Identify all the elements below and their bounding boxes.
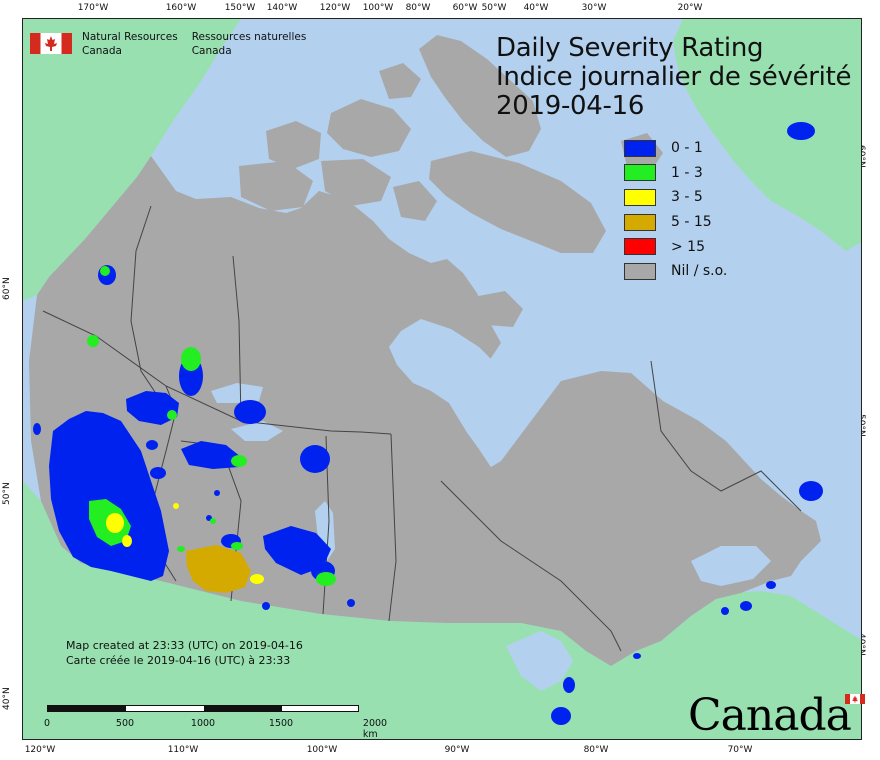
tick-left-label: 40°N — [2, 687, 12, 710]
legend-item: Nil / s.o. — [624, 259, 727, 284]
legend-swatch — [624, 188, 656, 206]
legend-swatch — [624, 238, 656, 256]
legend-label: 1 - 3 — [671, 164, 703, 181]
tick-bottom-label: 70°W — [727, 745, 753, 755]
tick-top-label: 140°W — [266, 3, 298, 13]
legend-label: > 15 — [671, 238, 705, 255]
legend-swatch — [624, 213, 656, 231]
tick-top-label: 120°W — [319, 3, 351, 13]
greenland-landmass — [673, 19, 861, 251]
tick-bottom-label: 120°W — [24, 745, 56, 755]
tick-top-label: 80°W — [405, 3, 431, 13]
scale-segment — [48, 706, 126, 711]
map-title: Daily Severity Rating Indice journalier … — [496, 34, 851, 121]
agency-fr-line2: Canada — [191, 45, 232, 57]
canada-flag-icon — [30, 33, 72, 54]
tick-top-label: 30°W — [581, 3, 607, 13]
creation-note-en: Map created at 23:33 (UTC) on 2019-04-16 — [66, 639, 303, 652]
tick-top-label: 40°W — [523, 3, 549, 13]
legend: 0 - 1 1 - 3 3 - 5 5 - 15 > 15 Nil / s.o. — [624, 136, 727, 284]
severity-zone-5-15 — [186, 545, 251, 593]
scale-label: 1000 — [190, 718, 216, 729]
scale-label: 0 — [43, 718, 51, 729]
tick-bottom-label: 90°W — [444, 745, 470, 755]
agency-en-line1: Natural Resources — [82, 31, 178, 43]
tick-left-label: 60°N — [2, 277, 12, 300]
legend-label: 0 - 1 — [671, 140, 703, 157]
legend-swatch — [624, 262, 656, 280]
great-bear-lake — [211, 383, 263, 403]
scale-segment — [204, 706, 282, 711]
legend-label: 3 - 5 — [671, 189, 703, 206]
legend-label: 5 - 15 — [671, 214, 712, 231]
legend-item: 5 - 15 — [624, 210, 727, 235]
title-french: Indice journalier de sévérité — [496, 62, 852, 92]
alaska-landmass — [23, 19, 241, 301]
usa-landmass — [23, 481, 861, 739]
legend-item: 0 - 1 — [624, 136, 727, 161]
tick-top-label: 160°W — [165, 3, 197, 13]
tick-top-label: 20°W — [677, 3, 703, 13]
scale-bar-track — [47, 705, 359, 712]
canada-wordmark: Canada — [688, 690, 865, 741]
tick-bottom-label: 80°W — [583, 745, 609, 755]
legend-swatch — [624, 164, 656, 182]
map-svg — [23, 19, 861, 739]
gulf-st-lawrence — [691, 546, 771, 586]
legend-item: > 15 — [624, 234, 727, 259]
legend-item: 3 - 5 — [624, 185, 727, 210]
agency-en-line2: Canada — [82, 45, 122, 57]
legend-swatch — [624, 139, 656, 157]
legend-item: 1 - 3 — [624, 161, 727, 186]
tick-bottom-label: 110°W — [167, 745, 199, 755]
great-lakes — [506, 631, 573, 691]
agency-name-en: Natural Resources Canada — [82, 30, 178, 58]
agency-fr-line1: Ressources naturelles — [191, 31, 307, 43]
title-date: 2019-04-16 — [496, 91, 645, 121]
scale-label: 1500 — [268, 718, 294, 729]
tick-top-label: 60°W — [452, 3, 478, 13]
tick-bottom-label: 100°W — [306, 745, 338, 755]
canada-flag-icon — [844, 694, 865, 704]
great-slave-lake — [231, 421, 283, 441]
legend-label: Nil / s.o. — [671, 263, 728, 280]
agency-name-fr: Ressources naturelles Canada — [192, 30, 307, 58]
tick-top-label: 100°W — [362, 3, 394, 13]
arctic-archipelago — [239, 35, 663, 327]
nrcan-signature: Natural Resources Canada Ressources natu… — [30, 30, 320, 58]
tick-left-label: 50°N — [2, 482, 12, 505]
severity-zone-3-5 — [106, 503, 264, 587]
wordmark-text: Canada — [688, 690, 852, 741]
hudson-bay — [389, 319, 541, 467]
creation-note: Map created at 23:33 (UTC) on 2019-04-16… — [66, 638, 303, 668]
scale-label: 2000 km — [362, 718, 388, 740]
severity-zone-0-1 — [33, 122, 823, 725]
tick-top-label: 170°W — [77, 3, 109, 13]
map-canvas — [22, 18, 862, 740]
scale-bar: 0 500 1000 1500 2000 km — [40, 703, 387, 740]
title-english: Daily Severity Rating — [496, 33, 764, 63]
scale-label: 500 — [115, 718, 135, 729]
tick-top-label: 150°W — [224, 3, 256, 13]
creation-note-fr: Carte créée le 2019-04-16 (UTC) à 23:33 — [66, 654, 291, 667]
tick-top-label: 50°W — [481, 3, 507, 13]
